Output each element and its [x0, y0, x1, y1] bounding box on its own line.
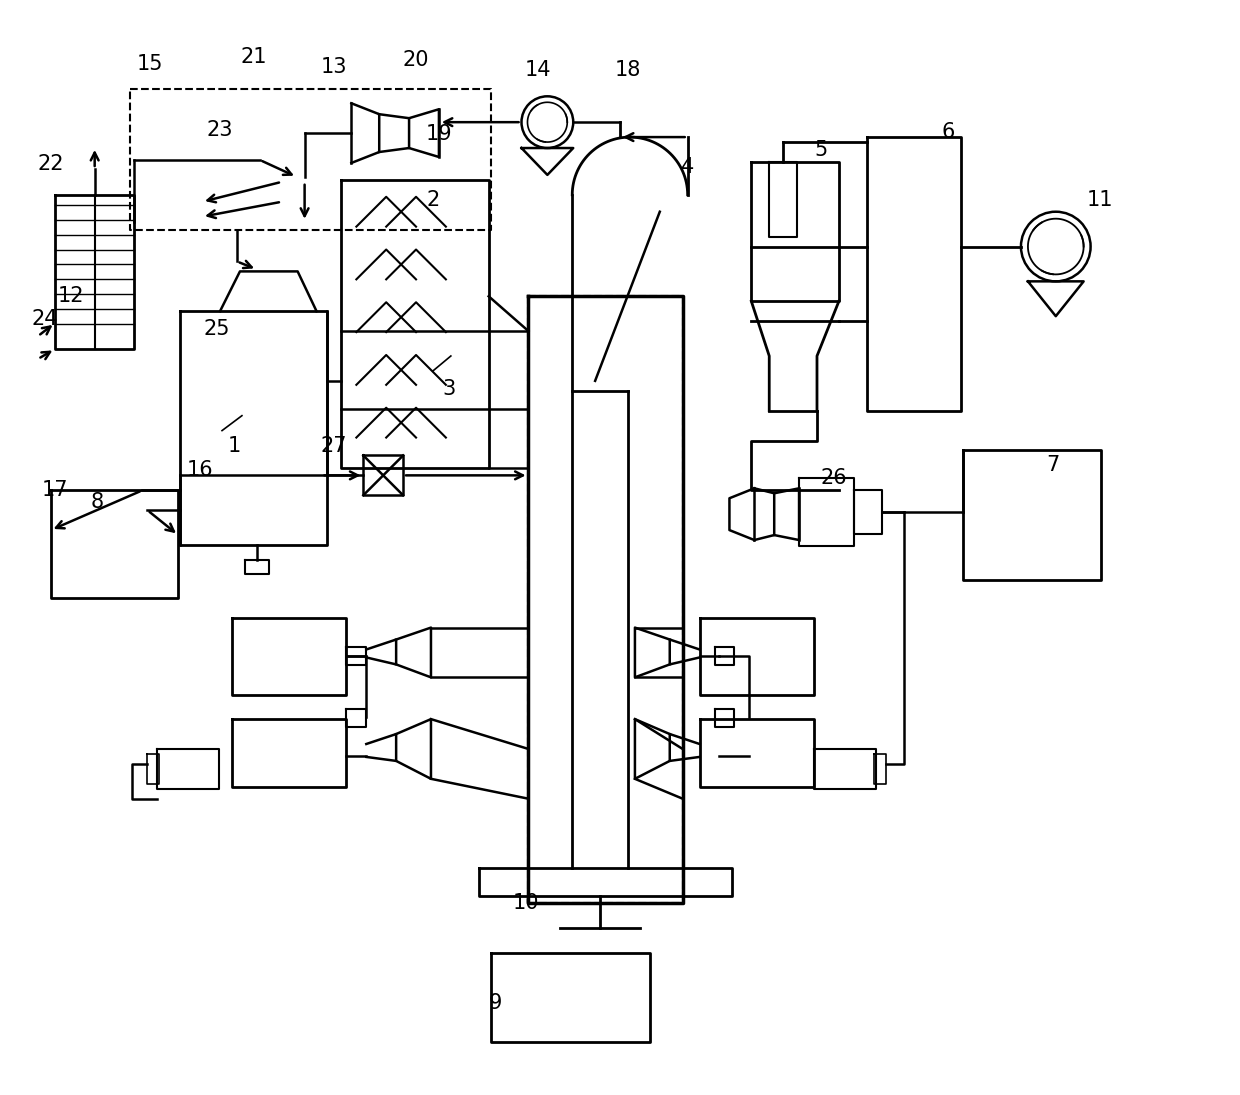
Text: 4: 4 — [681, 157, 694, 177]
Text: 3: 3 — [443, 379, 455, 399]
Text: 24: 24 — [32, 309, 58, 330]
Text: 11: 11 — [1086, 189, 1112, 210]
Text: 9: 9 — [489, 993, 502, 1013]
Text: 6: 6 — [941, 123, 955, 142]
Text: 26: 26 — [821, 469, 847, 488]
Text: 25: 25 — [203, 319, 231, 339]
Text: 7: 7 — [1047, 456, 1059, 475]
Text: 27: 27 — [320, 436, 347, 456]
Text: 2: 2 — [427, 189, 439, 210]
Text: 16: 16 — [187, 460, 213, 481]
Text: 8: 8 — [91, 493, 104, 512]
Text: 14: 14 — [526, 60, 552, 80]
Text: 10: 10 — [512, 894, 538, 913]
Text: 13: 13 — [320, 57, 347, 78]
Text: 20: 20 — [403, 50, 429, 70]
Text: 22: 22 — [37, 154, 64, 174]
Text: 1: 1 — [227, 436, 241, 456]
Text: 21: 21 — [241, 47, 267, 68]
Text: 17: 17 — [42, 481, 68, 500]
Text: 19: 19 — [425, 124, 453, 145]
Text: 15: 15 — [138, 55, 164, 74]
Text: 12: 12 — [57, 286, 84, 307]
Text: 23: 23 — [207, 120, 233, 140]
Text: 18: 18 — [615, 60, 641, 80]
Text: 5: 5 — [815, 140, 827, 160]
